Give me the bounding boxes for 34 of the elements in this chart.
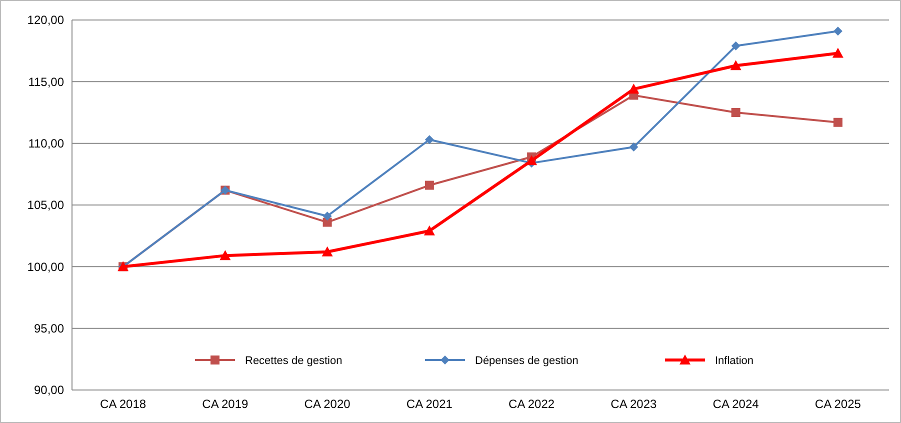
point (424, 135, 434, 144)
point (629, 142, 638, 152)
point (731, 108, 740, 117)
legend-label: Dépenses de gestion (475, 354, 578, 367)
point (730, 60, 742, 70)
y-tick-label: 100,00 (27, 260, 64, 274)
point (322, 212, 332, 221)
point (322, 246, 333, 256)
x-tick-label: CA 2025 (814, 397, 862, 411)
x-tick-label: CA 2023 (610, 397, 658, 411)
legend-label: Inflation (715, 354, 754, 367)
x-tick-label: CA 2021 (406, 397, 453, 411)
point (833, 118, 842, 127)
point (424, 225, 435, 236)
y-tick-label: 110,00 (28, 136, 64, 151)
x-tick-label: CA 2019 (202, 397, 249, 411)
x-tick-label: CA 2022 (508, 397, 555, 411)
point (833, 26, 842, 36)
point (526, 155, 538, 166)
y-tick-label: 115,00 (28, 74, 64, 89)
y-tick-label: 105,00 (27, 198, 64, 212)
x-tick-label: CA 2018 (100, 397, 146, 411)
y-tick-label: 95,00 (34, 322, 64, 336)
point (424, 180, 434, 190)
legend-label: Recettes de gestion (245, 354, 342, 367)
point (628, 84, 640, 94)
y-tick-label: 90,00 (34, 383, 64, 398)
y-tick-label: 120,00 (27, 13, 64, 28)
point (832, 48, 844, 58)
point (731, 41, 740, 50)
x-tick-label: CA 2020 (304, 397, 351, 411)
point (220, 250, 231, 260)
x-tick-label: CA 2024 (712, 397, 760, 411)
point (322, 218, 332, 227)
